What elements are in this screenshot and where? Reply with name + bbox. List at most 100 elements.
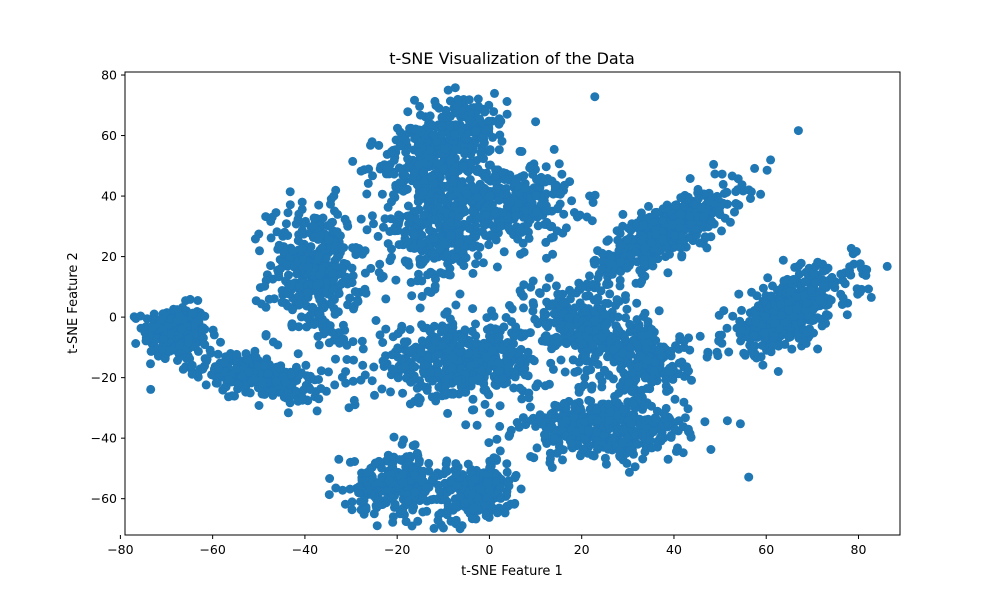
scatter-point [622, 458, 632, 468]
scatter-point [214, 363, 224, 373]
scatter-point [418, 494, 428, 503]
scatter-point [552, 401, 562, 411]
scatter-point [531, 117, 541, 127]
scatter-point [403, 107, 413, 117]
scatter-point [652, 207, 662, 217]
scatter-point [517, 147, 527, 156]
scatter-point [314, 200, 324, 210]
scatter-point [529, 453, 539, 463]
scatter-point [581, 291, 591, 301]
scatter-point [749, 330, 759, 340]
scatter-point [375, 259, 385, 269]
scatter-point [502, 97, 512, 106]
scatter-point [260, 389, 270, 399]
scatter-point [277, 297, 287, 307]
scatter-point [442, 466, 452, 476]
scatter-point [381, 294, 391, 304]
scatter-point [219, 357, 229, 367]
scatter-point [485, 408, 495, 418]
scatter-point [499, 322, 509, 332]
scatter-point [319, 303, 329, 313]
scatter-point [637, 331, 646, 340]
scatter-point [412, 276, 422, 286]
scatter-point [588, 279, 598, 289]
scatter-point [417, 239, 426, 249]
scatter-point [410, 470, 419, 480]
scatter-point [491, 209, 501, 218]
scatter-point [233, 379, 243, 389]
scatter-point [541, 331, 551, 341]
scatter-point [271, 376, 281, 386]
scatter-point [545, 448, 555, 458]
scatter-point [758, 283, 768, 293]
scatter-point [295, 282, 304, 292]
scatter-point [546, 409, 556, 419]
scatter-point [450, 253, 460, 263]
scatter-point [454, 238, 464, 248]
scatter-point [489, 107, 499, 117]
scatter-point [707, 216, 717, 226]
scatter-point [529, 356, 539, 366]
scatter-point [255, 246, 264, 256]
scatter-point [416, 347, 426, 357]
scatter-point [481, 385, 491, 394]
scatter-point [528, 169, 538, 179]
scatter-point [159, 334, 168, 344]
scatter-point [441, 381, 450, 391]
scatter-point [837, 300, 847, 309]
scatter-point [763, 273, 773, 283]
scatter-point [260, 361, 269, 371]
scatter-point [683, 404, 693, 414]
scatter-point [389, 190, 398, 200]
scatter-point [497, 345, 507, 355]
scatter-point [507, 346, 517, 356]
scatter-point [420, 360, 430, 370]
scatter-point [690, 225, 700, 234]
scatter-point [457, 196, 467, 206]
scatter-point [478, 258, 488, 268]
scatter-point [630, 462, 640, 472]
scatter-point [438, 164, 448, 174]
scatter-point [490, 88, 499, 98]
scatter-point [200, 340, 210, 350]
scatter-point [389, 155, 399, 165]
scatter-point [615, 381, 625, 391]
scatter-point [809, 315, 819, 325]
scatter-point [410, 95, 419, 105]
scatter-point [387, 244, 396, 254]
scatter-point [224, 392, 233, 402]
scatter-point [492, 184, 501, 194]
scatter-point [441, 459, 451, 469]
scatter-point [336, 243, 346, 253]
scatter-point [584, 426, 593, 436]
scatter-point [811, 278, 821, 288]
scatter-point [471, 259, 481, 269]
scatter-point [375, 330, 385, 340]
x-tick-label: −40 [292, 542, 318, 557]
scatter-point [668, 364, 678, 374]
scatter-point [261, 331, 271, 341]
scatter-point [624, 467, 634, 477]
scatter-point [418, 381, 427, 391]
scatter-point [647, 443, 657, 453]
scatter-point [779, 276, 789, 286]
scatter-point [754, 301, 763, 311]
scatter-point [780, 339, 790, 349]
scatter-point [388, 512, 398, 522]
scatter-point [622, 235, 632, 245]
scatter-point [381, 324, 391, 334]
scatter-point [669, 230, 679, 240]
scatter-point [131, 339, 141, 348]
scatter-point [423, 219, 433, 229]
scatter-point [799, 291, 809, 301]
scatter-point [410, 487, 420, 497]
scatter-point [531, 382, 541, 392]
scatter-point [200, 311, 210, 321]
scatter-point [519, 280, 529, 290]
scatter-point [785, 287, 795, 296]
scatter-point [731, 187, 741, 197]
scatter-point [632, 315, 642, 325]
scatter-point [515, 383, 525, 393]
scatter-point [484, 116, 494, 126]
scatter-point [560, 180, 569, 190]
